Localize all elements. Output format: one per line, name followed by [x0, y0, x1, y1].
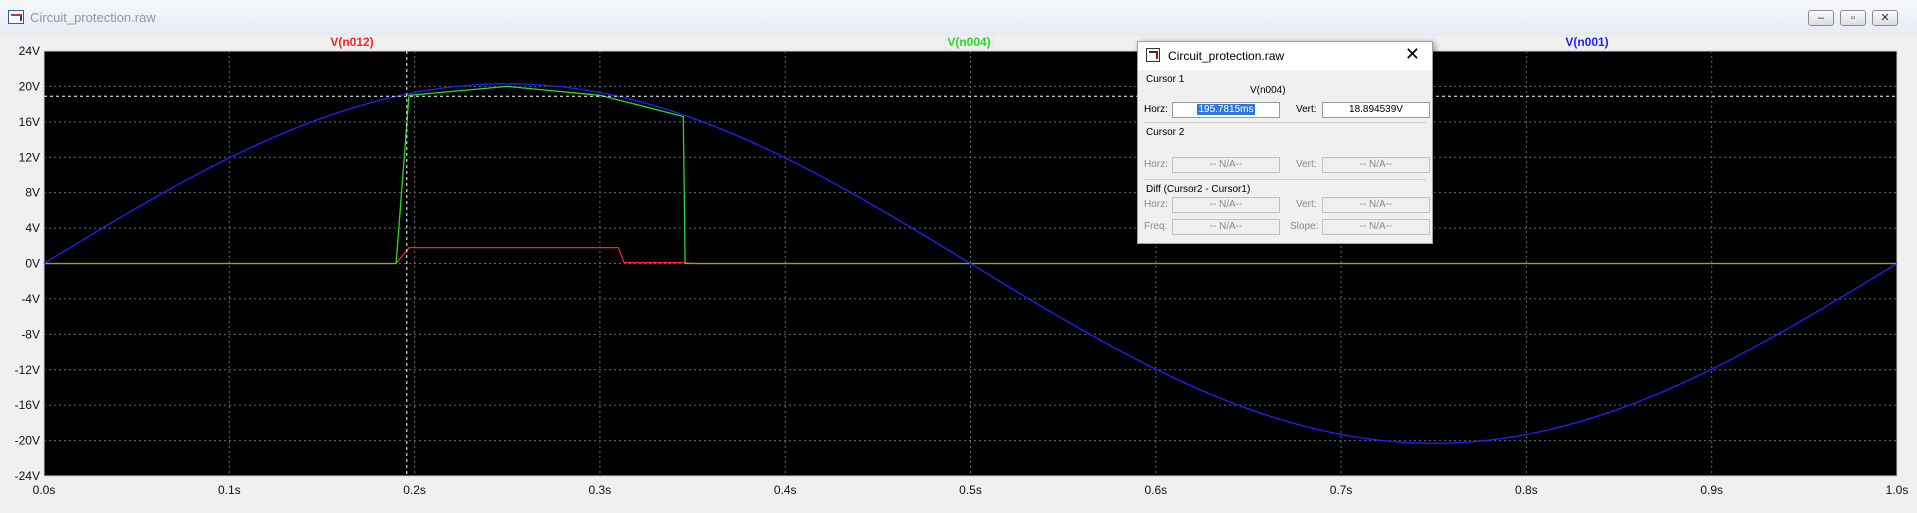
x-tick-label: 0.1s: [218, 483, 241, 497]
dialog-header[interactable]: Circuit_protection.raw ✕: [1138, 42, 1432, 70]
legend-label[interactable]: V(n004): [947, 36, 990, 49]
separator: [1144, 179, 1426, 180]
diff-freq-label: Freq:: [1144, 221, 1168, 232]
dialog-title: Circuit_protection.raw: [1168, 49, 1285, 63]
cursor1-horz-field[interactable]: 195.7815ms: [1172, 102, 1280, 118]
x-tick-label: 0.3s: [589, 483, 612, 497]
maximize-button[interactable]: ▫: [1840, 10, 1866, 26]
y-tick-label: 4V: [25, 221, 40, 235]
y-tick-label: 0V: [25, 257, 40, 271]
cursor1-horz-value[interactable]: 195.7815ms: [1197, 104, 1255, 115]
y-tick-label: 8V: [25, 186, 40, 200]
cursor1-vert-label: Vert:: [1296, 104, 1317, 115]
x-tick-label: 0.4s: [774, 483, 797, 497]
waveform-app-icon: [8, 10, 24, 24]
x-tick-label: 1.0s: [1886, 483, 1909, 497]
diff-horz-label: Horz:: [1144, 199, 1168, 210]
dialog-close-icon[interactable]: ✕: [1404, 44, 1420, 64]
y-tick-label: 12V: [19, 150, 40, 164]
cursor2-vert-label: Vert:: [1296, 159, 1317, 170]
cursor1-vert-field[interactable]: 18.894539V: [1322, 102, 1430, 118]
y-tick-label: -4V: [21, 292, 40, 306]
diff-slope-field: -- N/A--: [1322, 219, 1430, 235]
cursor-dialog[interactable]: Circuit_protection.raw ✕ Cursor 1 V(n004…: [1137, 41, 1433, 244]
y-tick-label: -24V: [15, 469, 40, 483]
legend-label[interactable]: V(n012): [330, 36, 373, 49]
cursor2-horz-label: Horz:: [1144, 159, 1168, 170]
minimize-button[interactable]: –: [1808, 10, 1834, 26]
separator: [1144, 122, 1426, 123]
y-tick-label: -20V: [15, 434, 40, 448]
y-tick-label: -16V: [15, 398, 40, 412]
cursor1-trace-name: V(n004): [1250, 85, 1286, 96]
window-title: Circuit_protection.raw: [30, 10, 156, 25]
x-tick-label: 0.8s: [1515, 483, 1538, 497]
y-tick-label: 24V: [19, 44, 40, 58]
cursor1-horz-label: Horz:: [1144, 104, 1168, 115]
y-tick-label: -8V: [21, 327, 40, 341]
trace-vn004[interactable]: [44, 85, 1897, 265]
diff-vert-field: -- N/A--: [1322, 197, 1430, 213]
cursor2-horz-field: -- N/A--: [1172, 157, 1280, 173]
diff-slope-label: Slope:: [1290, 221, 1319, 232]
cursor2-section-label: Cursor 2: [1146, 127, 1185, 138]
y-tick-label: -12V: [15, 363, 40, 377]
window-titlebar: Circuit_protection.raw – ▫ ✕: [0, 0, 1917, 37]
legend-selection-box: [944, 36, 994, 50]
diff-freq-field: -- N/A--: [1172, 219, 1280, 235]
x-tick-label: 0.2s: [403, 483, 426, 497]
diff-vert-label: Vert:: [1296, 199, 1317, 210]
close-button[interactable]: ✕: [1872, 10, 1898, 26]
diff-section-label: Diff (Cursor2 - Cursor1): [1146, 184, 1251, 195]
trace-vn001[interactable]: [43, 83, 1898, 444]
plot-pane[interactable]: 0.0s 0.1s 0.2s 0.3s 0.4s 0.5s 0.6s 0.7s 0.8s 0.9s…: [0, 36, 1917, 513]
legend-label[interactable]: V(n001): [1565, 36, 1608, 49]
cursor-icon: [1146, 48, 1160, 62]
cursor1-section-label: Cursor 1: [1146, 74, 1185, 85]
diff-horz-field: -- N/A--: [1172, 197, 1280, 213]
x-tick-label: 0.5s: [959, 483, 982, 497]
x-tick-label: 0.0s: [33, 483, 56, 497]
x-tick-label: 0.7s: [1330, 483, 1353, 497]
y-tick-label: 16V: [19, 115, 40, 129]
cursor2-vert-field: -- N/A--: [1322, 157, 1430, 173]
waveform-chart[interactable]: 0.0s 0.1s 0.2s 0.3s 0.4s 0.5s 0.6s 0.7s 0.8s 0.9s…: [0, 36, 1917, 513]
y-tick-label: 20V: [19, 79, 40, 93]
x-tick-label: 0.6s: [1144, 483, 1167, 497]
x-tick-label: 0.9s: [1700, 483, 1723, 497]
